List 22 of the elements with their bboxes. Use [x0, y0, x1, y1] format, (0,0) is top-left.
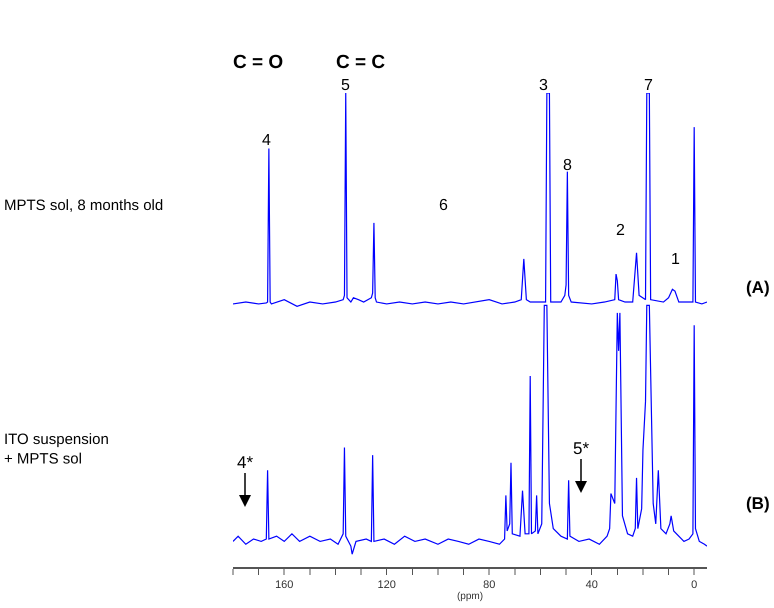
x-tick-label: 80	[483, 578, 496, 591]
annotation: 2	[616, 222, 625, 239]
text: ITO suspension + MPTS sol	[4, 431, 109, 468]
annotation: 3	[539, 77, 548, 94]
text: (A)	[746, 278, 770, 297]
text: MPTS sol, 8 months old	[4, 197, 164, 214]
annotation: 6	[439, 197, 448, 214]
text: (B)	[746, 494, 770, 513]
text: C = O	[233, 52, 284, 73]
annotation: 7	[644, 77, 653, 94]
x-tick-label: 160	[275, 578, 294, 591]
x-axis-title: (ppm)	[456, 590, 484, 602]
annotation: 4	[262, 132, 271, 149]
annotation: 8	[563, 157, 572, 174]
annotation: 4*	[237, 453, 254, 472]
x-tick-label: 0	[691, 578, 698, 591]
x-tick-label: 120	[378, 578, 396, 591]
x-tick-label: 40	[586, 578, 598, 591]
annotation: 5	[341, 77, 350, 94]
text: C = C	[336, 52, 386, 73]
annotation: 1	[671, 251, 680, 268]
annotation: 5*	[573, 439, 590, 458]
